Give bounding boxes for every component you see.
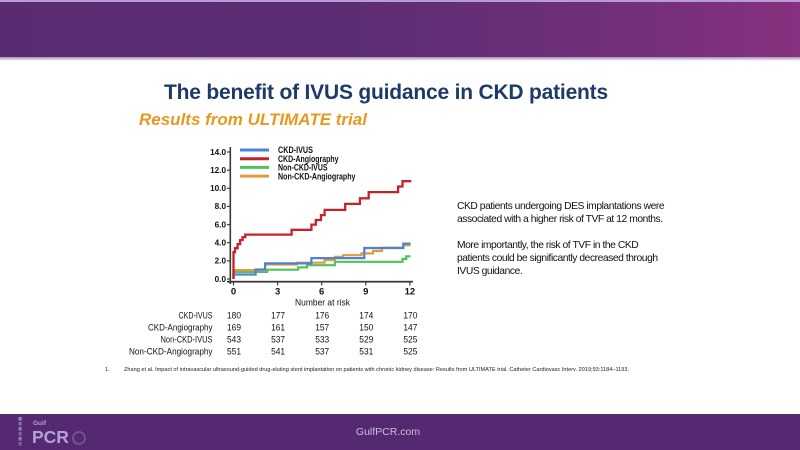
svg-text:14.0: 14.0 [210, 148, 226, 157]
svg-text:6: 6 [319, 287, 324, 298]
svg-text:174: 174 [359, 310, 373, 321]
svg-text:541: 541 [271, 347, 285, 358]
svg-text:537: 537 [271, 335, 285, 346]
svg-text:537: 537 [315, 347, 329, 358]
svg-text:177: 177 [271, 310, 285, 321]
svg-text:543: 543 [227, 335, 241, 346]
svg-text:531: 531 [359, 347, 373, 358]
svg-text:CKD-Angiography: CKD-Angiography [278, 154, 339, 164]
svg-text:525: 525 [403, 335, 417, 346]
svg-text:147: 147 [403, 322, 417, 333]
svg-text:Number at risk: Number at risk [295, 297, 350, 308]
svg-text:3: 3 [275, 287, 280, 298]
svg-text:Non-CKD-Angiography: Non-CKD-Angiography [129, 347, 213, 358]
svg-text:176: 176 [315, 310, 329, 321]
svg-text:169: 169 [227, 322, 241, 333]
svg-text:CKD-IVUS: CKD-IVUS [278, 145, 313, 155]
svg-text:CKD-Angiography: CKD-Angiography [148, 322, 213, 333]
svg-text:Gulf: Gulf [33, 420, 47, 427]
svg-text:157: 157 [315, 322, 329, 333]
svg-text:10.0: 10.0 [210, 184, 226, 193]
svg-text:150: 150 [359, 322, 373, 333]
svg-text:4.0: 4.0 [215, 239, 227, 248]
svg-text:Non-CKD-IVUS: Non-CKD-IVUS [161, 335, 213, 346]
svg-text:525: 525 [403, 347, 417, 358]
svg-text:PCR: PCR [32, 427, 69, 447]
svg-text:170: 170 [403, 310, 417, 321]
svg-text:6.0: 6.0 [215, 220, 227, 229]
svg-text:0.0: 0.0 [215, 275, 227, 284]
svg-text:551: 551 [227, 347, 241, 358]
svg-text:12.0: 12.0 [210, 166, 226, 175]
svg-text:180: 180 [227, 310, 241, 321]
svg-text:533: 533 [315, 335, 329, 346]
svg-text:Non-CKD-Angiography: Non-CKD-Angiography [278, 171, 356, 181]
svg-text:0: 0 [231, 287, 236, 298]
svg-text:8.0: 8.0 [215, 202, 227, 211]
svg-text:529: 529 [359, 335, 373, 346]
svg-text:161: 161 [271, 322, 285, 333]
svg-text:9: 9 [363, 287, 368, 298]
svg-text:Non-CKD-IVUS: Non-CKD-IVUS [278, 163, 328, 173]
svg-text:2.0: 2.0 [215, 257, 227, 266]
svg-text:12: 12 [405, 287, 416, 298]
svg-text:CKD-IVUS: CKD-IVUS [179, 310, 213, 321]
